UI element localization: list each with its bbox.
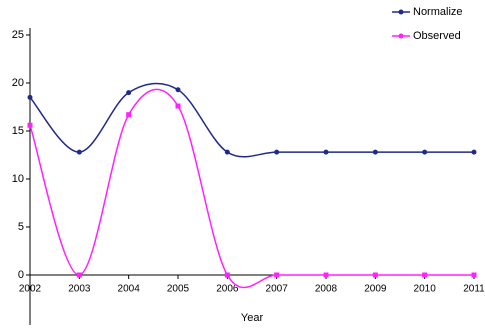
point (175, 103, 181, 109)
point (372, 149, 378, 155)
legend-marker (398, 9, 404, 15)
x-tick-label: 2002 (19, 284, 42, 295)
y-tick-label: 25 (12, 29, 24, 41)
y-tick-label: 0 (18, 269, 24, 281)
x-tick-label: 2008 (315, 284, 338, 295)
x-tick-label: 2006 (216, 284, 239, 295)
x-tick-label: 2007 (266, 284, 289, 295)
point (471, 272, 477, 278)
point (471, 149, 477, 155)
legend-label: Normalize (413, 6, 463, 18)
point (274, 272, 280, 278)
y-tick-label: 10 (12, 173, 24, 185)
y-tick-label: 5 (18, 221, 24, 233)
point (224, 149, 230, 155)
point (126, 90, 132, 96)
x-axis-label: Year (241, 312, 264, 324)
series-line (29, 88, 474, 289)
point (224, 272, 230, 278)
y-tick-label: 15 (12, 125, 24, 137)
x-tick-label: 2010 (414, 284, 437, 295)
point (76, 149, 82, 155)
series-line (29, 82, 474, 158)
point (422, 149, 428, 155)
legend-marker (398, 33, 404, 39)
point (27, 122, 33, 128)
legend-label: Observed (413, 30, 461, 42)
point (27, 94, 33, 100)
point (372, 272, 378, 278)
x-tick-label: 2009 (364, 284, 387, 295)
point (323, 272, 329, 278)
x-tick-label: 2003 (68, 284, 91, 295)
point (126, 112, 132, 118)
point (76, 272, 82, 278)
point (422, 272, 428, 278)
x-tick-label: 2004 (118, 284, 141, 295)
point (175, 87, 181, 93)
point (323, 149, 329, 155)
x-tick-label: 2005 (167, 284, 190, 295)
y-tick-label: 20 (12, 77, 24, 89)
x-tick-label: 2011 (463, 284, 485, 295)
point (274, 149, 280, 155)
